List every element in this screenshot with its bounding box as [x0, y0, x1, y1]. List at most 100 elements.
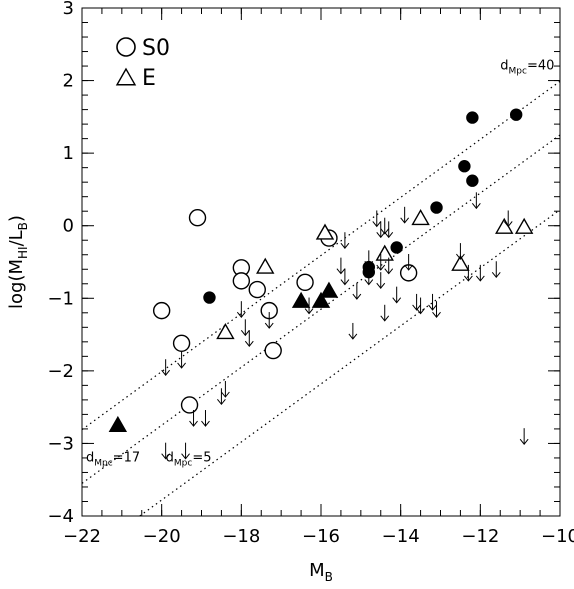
open-circle-point [232, 272, 251, 290]
upper-limit-arrow-head [304, 308, 314, 315]
upper-limit-arrow-head [352, 293, 362, 300]
reference-line-label-main: d [86, 451, 94, 466]
x-tick-label: −16 [302, 526, 340, 547]
upper-limit-arrow-head [348, 333, 358, 340]
upper-limit-arrow-head [491, 271, 501, 279]
upper-limit-arrow [336, 257, 346, 275]
x-axis-label: MB [309, 560, 333, 584]
filled-circle-point [466, 174, 479, 187]
upper-limit-arrow [428, 293, 437, 311]
open-circle-point [264, 341, 282, 360]
filled-circle-point [466, 111, 479, 124]
reference-line [139, 209, 561, 517]
upper-limit-arrow-head [181, 453, 190, 460]
filled-circle-point [509, 108, 523, 121]
upper-limit-arrow [416, 297, 425, 315]
x-tick-label: −10 [541, 526, 574, 547]
upper-limit-arrow-head [221, 391, 230, 398]
open-triangle-point [256, 257, 275, 274]
open-circle-point [180, 396, 199, 414]
upper-limit-arrow [348, 322, 358, 340]
upper-limit-arrow [304, 297, 314, 315]
upper-limit-arrow [432, 301, 441, 318]
legend-circle-marker [116, 37, 136, 57]
y-tick-label: −1 [47, 288, 74, 309]
upper-limit-arrow [503, 210, 513, 228]
upper-limit-arrow [236, 301, 246, 318]
upper-limit-arrow [380, 217, 390, 235]
open-circle-point [248, 280, 266, 299]
filled-triangle-point [291, 291, 311, 308]
upper-limit-arrow [372, 210, 382, 228]
y-tick-label: −3 [47, 433, 74, 454]
reference-line-label-value: =17 [113, 451, 140, 466]
upper-limit-arrow-head [412, 304, 421, 311]
upper-limit-arrow-head [189, 420, 198, 427]
open-triangle-point [375, 244, 394, 261]
x-tick-label: −20 [143, 526, 181, 547]
y-tick-label: −2 [47, 361, 74, 382]
open-triangle-point [315, 223, 335, 240]
upper-limit-arrow [161, 442, 171, 460]
upper-limit-arrow-head [336, 268, 346, 275]
upper-limit-arrow-head [416, 308, 425, 315]
upper-limit-arrow [456, 243, 465, 260]
upper-limit-arrow-head [456, 253, 465, 260]
reference-line-label-subscript: Mpc [174, 459, 192, 469]
upper-limit-arrow [240, 319, 250, 337]
upper-limit-arrow-head [161, 453, 171, 460]
x-tick-label: −22 [63, 526, 101, 547]
data-marks [108, 67, 534, 460]
upper-limit-arrow-head [376, 282, 386, 289]
upper-limit-arrow [412, 293, 421, 311]
upper-limit-arrow-head [463, 275, 473, 282]
legend-triangle-marker [115, 67, 137, 86]
reference-line-label-main: d [166, 451, 174, 466]
y-axis-label-subscript: HI [16, 246, 30, 259]
upper-limit-arrow [340, 232, 350, 250]
open-circle-point [296, 273, 314, 292]
filled-circle-point [430, 201, 443, 214]
upper-limit-arrow [519, 428, 529, 445]
upper-limit-arrow [264, 312, 274, 329]
reference-line-label-value: =40 [527, 59, 554, 74]
upper-limit-arrow-head [264, 322, 274, 329]
upper-limit-arrow-head [519, 438, 529, 445]
open-triangle-point [514, 217, 534, 234]
upper-limit-arrow-head [161, 369, 171, 377]
upper-limit-arrow [177, 351, 186, 369]
upper-limit-arrow-head [364, 261, 374, 268]
upper-limit-arrow-head [428, 304, 437, 311]
upper-limit-arrow [221, 381, 230, 398]
upper-limit-arrow-head [380, 228, 390, 235]
open-triangle-point [495, 217, 514, 234]
y-axis-label-part: ) [6, 215, 27, 222]
reference-line-label: dMpc=17 [86, 451, 140, 469]
y-axis-label-subscript: B [16, 222, 30, 230]
filled-triangle-point [108, 415, 128, 432]
upper-limit-arrow-head [392, 297, 402, 304]
upper-limit-arrow-head [400, 217, 410, 224]
reference-line-label: dMpc=40 [500, 59, 554, 77]
upper-limit-arrow [471, 192, 481, 210]
reference-line-label-subscript: Mpc [509, 67, 527, 77]
upper-limit-arrow-head [384, 268, 394, 275]
upper-limit-arrow [475, 264, 485, 282]
y-axis-label: log(MHI/LB) [6, 215, 30, 309]
reference-line-label: dMpc=5 [166, 451, 212, 469]
filled-circle-point [458, 160, 471, 173]
upper-limit-arrow [463, 264, 473, 282]
y-tick-label: 3 [63, 0, 74, 19]
upper-limit-arrow [380, 304, 390, 322]
upper-limit-arrow-head [340, 279, 350, 286]
upper-limit-arrow-head [236, 311, 246, 318]
upper-limit-arrow-head [380, 315, 390, 322]
upper-limit-arrow [491, 261, 501, 279]
upper-limit-arrow [392, 286, 402, 304]
reference-line-label-subscript: Mpc [94, 459, 112, 469]
filled-circle-point [203, 291, 216, 304]
reference-line-label-main: d [500, 59, 508, 74]
upper-limit-arrow [181, 442, 190, 460]
